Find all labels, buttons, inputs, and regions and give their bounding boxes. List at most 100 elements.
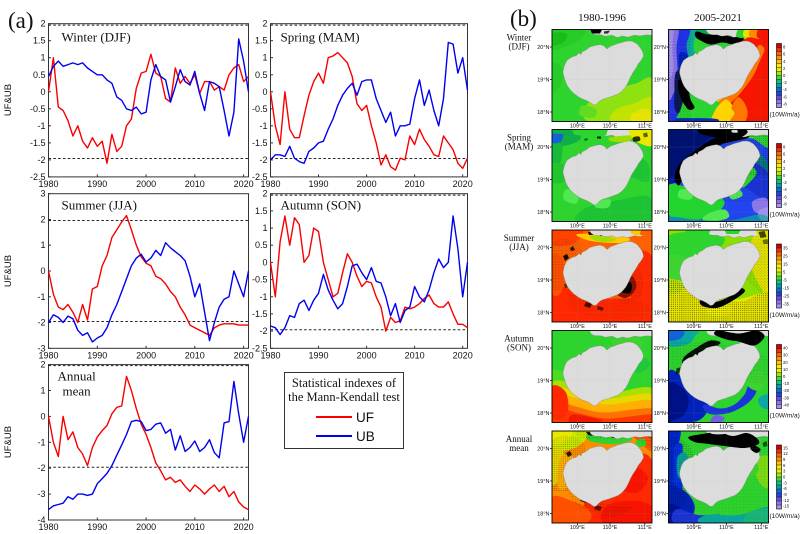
svg-text:19°N: 19°N xyxy=(537,178,549,184)
svg-text:(SON): (SON) xyxy=(507,343,531,353)
svg-text:109°E: 109°E xyxy=(686,123,701,129)
svg-text:19°N: 19°N xyxy=(537,379,549,385)
svg-text:2000: 2000 xyxy=(136,522,156,532)
svg-text:2020: 2020 xyxy=(234,179,254,189)
svg-text:(10W/m/a): (10W/m/a) xyxy=(770,312,800,319)
svg-text:18°N: 18°N xyxy=(537,311,549,317)
svg-text:1.5: 1.5 xyxy=(255,36,268,46)
svg-text:40: 40 xyxy=(783,346,788,351)
svg-text:1980: 1980 xyxy=(38,350,58,360)
svg-text:20°N: 20°N xyxy=(654,145,666,151)
svg-text:2: 2 xyxy=(262,19,267,29)
svg-text:2000: 2000 xyxy=(357,350,377,360)
svg-text:20°N: 20°N xyxy=(537,447,549,453)
svg-text:109°E: 109°E xyxy=(570,123,585,129)
svg-text:UF: UF xyxy=(356,410,374,425)
svg-text:2: 2 xyxy=(262,189,267,199)
svg-text:(10W/m/a): (10W/m/a) xyxy=(770,413,800,420)
svg-text:111°E: 111°E xyxy=(638,324,653,330)
svg-text:0.5: 0.5 xyxy=(255,240,268,250)
svg-text:15: 15 xyxy=(783,262,788,267)
svg-text:-4: -4 xyxy=(37,515,45,525)
svg-text:1980: 1980 xyxy=(38,179,58,189)
svg-text:2: 2 xyxy=(40,215,45,225)
svg-text:109°E: 109°E xyxy=(570,525,585,531)
svg-text:18°N: 18°N xyxy=(537,210,549,216)
svg-text:35: 35 xyxy=(783,246,788,251)
svg-text:(a): (a) xyxy=(8,8,34,33)
svg-text:2020: 2020 xyxy=(234,522,254,532)
svg-text:6: 6 xyxy=(783,463,786,468)
svg-text:-15: -15 xyxy=(783,286,790,291)
svg-text:2020: 2020 xyxy=(453,350,473,360)
svg-text:1: 1 xyxy=(40,240,45,250)
svg-text:1990: 1990 xyxy=(308,179,328,189)
svg-text:3: 3 xyxy=(783,469,786,474)
svg-text:2: 2 xyxy=(40,19,45,29)
svg-text:the Mann-Kendall test: the Mann-Kendall test xyxy=(288,390,400,404)
svg-text:30: 30 xyxy=(783,353,788,358)
svg-text:111°E: 111°E xyxy=(638,123,653,129)
svg-text:-6: -6 xyxy=(783,486,787,491)
svg-text:UF&UB: UF&UB xyxy=(3,255,14,287)
svg-text:Spring (MAM): Spring (MAM) xyxy=(281,30,360,45)
svg-text:111°E: 111°E xyxy=(754,525,769,531)
svg-text:-4: -4 xyxy=(783,87,787,92)
svg-text:-3: -3 xyxy=(783,480,787,485)
svg-text:6: 6 xyxy=(783,152,786,157)
svg-text:109°E: 109°E xyxy=(686,525,701,531)
svg-text:110°E: 110°E xyxy=(719,223,734,229)
svg-text:19°N: 19°N xyxy=(654,379,666,385)
svg-text:4: 4 xyxy=(783,159,786,164)
svg-text:Autumn: Autumn xyxy=(504,334,534,344)
svg-text:0: 0 xyxy=(40,411,45,421)
svg-text:0: 0 xyxy=(783,374,786,379)
svg-text:1: 1 xyxy=(262,53,267,63)
svg-text:20°N: 20°N xyxy=(537,246,549,252)
svg-text:-1.5: -1.5 xyxy=(30,138,46,148)
svg-text:1990: 1990 xyxy=(87,522,107,532)
svg-text:20°N: 20°N xyxy=(537,346,549,352)
svg-text:2010: 2010 xyxy=(405,350,425,360)
svg-text:111°E: 111°E xyxy=(754,123,769,129)
svg-text:110°E: 110°E xyxy=(603,123,618,129)
svg-text:109°E: 109°E xyxy=(570,324,585,330)
svg-text:2020: 2020 xyxy=(453,179,473,189)
svg-text:2: 2 xyxy=(783,66,786,71)
svg-text:-9: -9 xyxy=(783,492,787,497)
svg-text:18°N: 18°N xyxy=(537,512,549,518)
svg-text:19°N: 19°N xyxy=(654,78,666,84)
svg-text:Winter (DJF): Winter (DJF) xyxy=(62,30,131,45)
svg-text:2010: 2010 xyxy=(185,350,205,360)
svg-text:18°N: 18°N xyxy=(654,210,666,216)
svg-text:-2: -2 xyxy=(783,80,787,85)
svg-text:Winter: Winter xyxy=(507,33,532,43)
svg-text:-30: -30 xyxy=(783,395,790,400)
svg-text:20°N: 20°N xyxy=(654,45,666,51)
svg-text:-2.5: -2.5 xyxy=(252,343,268,353)
svg-text:0: 0 xyxy=(783,173,786,178)
svg-text:(10W/m/a): (10W/m/a) xyxy=(770,112,800,119)
svg-text:2010: 2010 xyxy=(185,522,205,532)
svg-text:1990: 1990 xyxy=(308,350,328,360)
svg-text:UB: UB xyxy=(356,429,375,444)
svg-text:-5: -5 xyxy=(783,278,787,283)
svg-text:-40: -40 xyxy=(783,402,790,407)
svg-text:-15: -15 xyxy=(783,504,790,509)
svg-text:5: 5 xyxy=(783,270,786,275)
svg-text:1980: 1980 xyxy=(260,179,280,189)
svg-text:20°N: 20°N xyxy=(537,45,549,51)
svg-text:1: 1 xyxy=(40,386,45,396)
svg-text:12: 12 xyxy=(783,451,788,456)
svg-text:-6: -6 xyxy=(783,194,787,199)
svg-text:111°E: 111°E xyxy=(638,525,653,531)
svg-text:19°N: 19°N xyxy=(537,78,549,84)
svg-text:-1: -1 xyxy=(259,121,267,131)
svg-text:-2.5: -2.5 xyxy=(252,172,268,182)
svg-text:0.5: 0.5 xyxy=(255,70,268,80)
svg-text:110°E: 110°E xyxy=(719,123,734,129)
svg-text:(MAM): (MAM) xyxy=(505,142,534,152)
svg-text:(JJA): (JJA) xyxy=(509,242,529,252)
svg-text:2010: 2010 xyxy=(405,179,425,189)
svg-text:2: 2 xyxy=(783,166,786,171)
